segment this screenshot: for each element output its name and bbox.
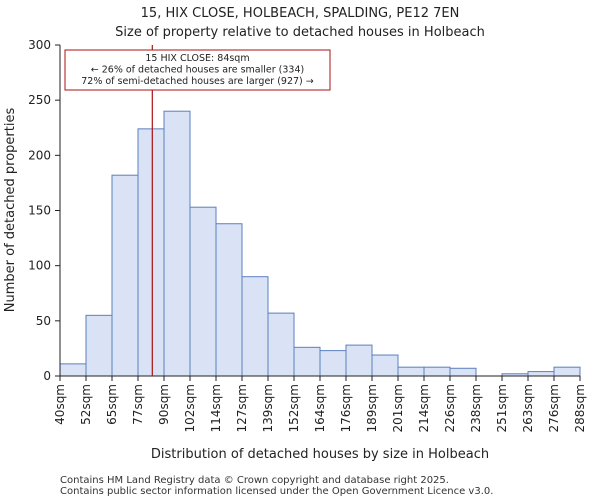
- chart-title-line2: Size of property relative to detached ho…: [115, 25, 485, 40]
- bar-226sqm: [449, 367, 477, 377]
- bar-139sqm: [267, 312, 295, 377]
- x-tick-label: 214sqm: [417, 384, 431, 432]
- x-tick-label: 152sqm: [287, 384, 301, 432]
- bar-152sqm: [293, 346, 321, 377]
- bar-276sqm: [553, 366, 581, 377]
- plot-area: 0 50 100 150 200 250 300 40sqm 52sqm 65sqm 77sqm 90…: [28, 38, 587, 432]
- chart-title-line1: 15, HIX CLOSE, HOLBEACH, SPALDING, PE12 …: [141, 6, 460, 21]
- footer-line1: Contains HM Land Registry data © Crown c…: [60, 475, 449, 486]
- y-tick-label: 0: [43, 369, 51, 383]
- x-tick-label: 288sqm: [573, 384, 587, 432]
- annotation-line-3: 72% of semi-detached houses are larger (…: [81, 76, 314, 87]
- x-tick-label: 77sqm: [131, 384, 145, 425]
- x-tick-label: 102sqm: [183, 384, 197, 432]
- x-tick-label: 90sqm: [157, 384, 171, 425]
- bar-214sqm: [423, 366, 451, 377]
- y-tick-label: 50: [36, 314, 51, 328]
- x-tick-label: 226sqm: [443, 384, 457, 432]
- annotation-line-2: ← 26% of detached houses are smaller (33…: [91, 65, 304, 76]
- x-tick-label: 189sqm: [365, 384, 379, 432]
- bar-90sqm: [163, 110, 191, 377]
- x-tick-label: 164sqm: [313, 384, 327, 432]
- annotation-line-1: 15 HIX CLOSE: 84sqm: [145, 53, 249, 64]
- x-tick-label: 52sqm: [79, 384, 93, 425]
- y-axis-label: Number of detached properties: [3, 108, 18, 313]
- bar-65sqm: [111, 174, 139, 377]
- x-tick-label: 127sqm: [235, 384, 249, 432]
- bar-114sqm: [215, 223, 243, 377]
- x-tick-label: 114sqm: [209, 384, 223, 432]
- bar-263sqm: [527, 371, 555, 377]
- bar-127sqm: [241, 276, 269, 377]
- annotation-box: [64, 49, 331, 91]
- y-tick-label: 250: [28, 93, 51, 107]
- bar-40sqm: [59, 363, 87, 377]
- y-tick-label: 300: [28, 38, 51, 52]
- footer-line2: Contains public sector information licen…: [60, 486, 493, 497]
- y-tick-label: 200: [28, 148, 51, 162]
- x-tick-label: 201sqm: [391, 384, 405, 432]
- x-tick-label: 263sqm: [521, 384, 535, 432]
- y-tick-label: 150: [28, 204, 51, 218]
- x-tick-label: 238sqm: [469, 384, 483, 432]
- x-tick-label: 139sqm: [261, 384, 275, 432]
- bar-77sqm: [137, 128, 165, 377]
- x-tick-label: 276sqm: [547, 384, 561, 432]
- x-tick-label: 65sqm: [105, 384, 119, 425]
- bar-189sqm: [371, 354, 399, 377]
- bar-102sqm: [189, 206, 217, 377]
- bar-52sqm: [85, 314, 113, 377]
- x-tick-label: 176sqm: [339, 384, 353, 432]
- x-axis-label: Distribution of detached houses by size …: [151, 447, 489, 462]
- y-tick-label: 100: [28, 259, 51, 273]
- bar-176sqm: [345, 344, 373, 377]
- x-tick-label: 40sqm: [53, 384, 67, 425]
- bar-201sqm: [397, 366, 425, 377]
- x-tick-label: 251sqm: [495, 384, 509, 432]
- bar-164sqm: [319, 350, 347, 377]
